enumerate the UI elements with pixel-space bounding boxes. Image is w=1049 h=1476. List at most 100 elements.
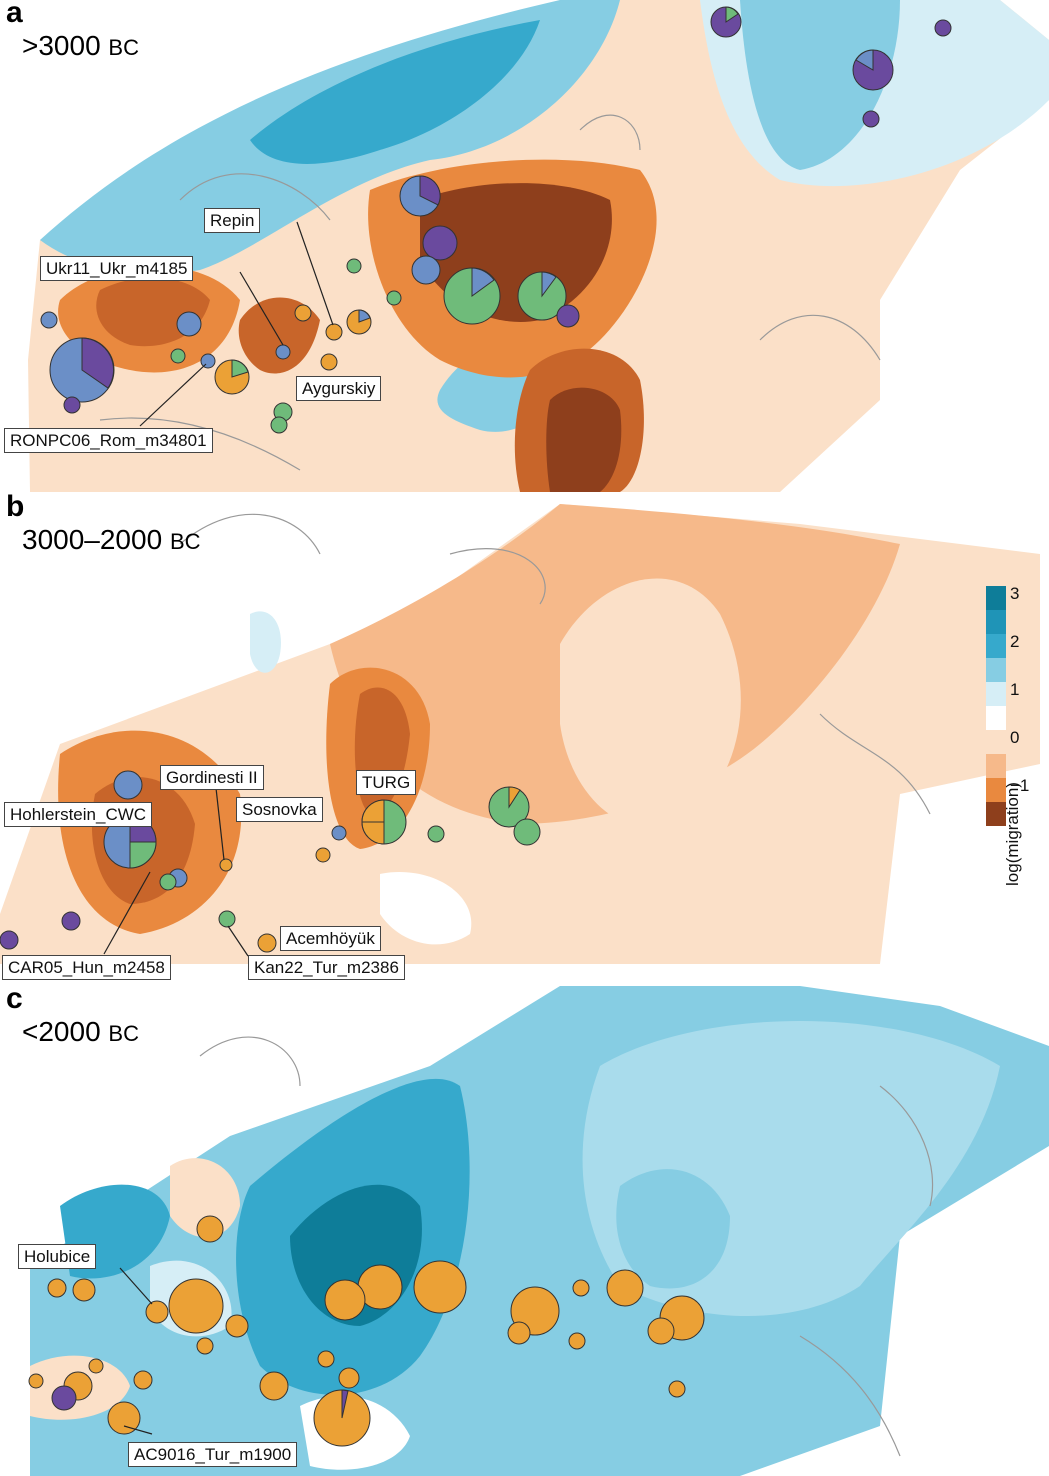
legend-tick: 2	[1010, 632, 1020, 651]
sample-pie-a-7	[214, 359, 250, 395]
sample-pie-c-20	[338, 1367, 360, 1389]
sample-pie-a-14	[320, 353, 338, 371]
site-label-ukr11: Ukr11_Ukr_m4185	[40, 256, 194, 281]
site-label-sosnovka: Sosnovka	[236, 797, 323, 822]
site-label-gordinesti: Gordinesti II	[160, 765, 264, 790]
sample-pie-a-23	[346, 258, 362, 274]
panel-letter: a	[6, 0, 23, 29]
site-label-repin: Repin	[204, 208, 261, 233]
site-label-ac9016: AC9016_Tur_m1900	[128, 1442, 298, 1467]
panel-letter: c	[6, 982, 23, 1015]
sample-pie-c-22	[133, 1370, 153, 1390]
sample-pie-a-6	[710, 6, 742, 38]
site-label-ronpc06: RONPC06_Rom_m34801	[4, 428, 213, 453]
sample-pie-b-7	[159, 873, 177, 891]
legend-colorbar	[986, 586, 1006, 826]
sample-pie-b-13	[219, 858, 233, 872]
sample-pie-a-3	[443, 267, 501, 325]
sample-pie-c-8	[324, 1279, 366, 1321]
site-label-holubice: Holubice	[18, 1244, 97, 1269]
color-legend: 3 2 1 0 −1 log(migration)	[986, 584, 1046, 966]
period-unit: BC	[169, 529, 201, 554]
site-label-acemhoyuk: Acemhöyük	[280, 926, 381, 951]
sample-pie-b-15	[257, 933, 277, 953]
sample-pie-b-11	[315, 847, 331, 863]
period-label: >3000 BC	[22, 30, 139, 62]
sample-pie-a-17	[63, 396, 81, 414]
sample-pie-b-8	[61, 911, 81, 931]
sample-pie-c-23	[196, 1337, 214, 1355]
sample-pie-a-2	[399, 175, 441, 217]
sample-pie-b-12	[427, 825, 445, 843]
sample-pie-b-4	[113, 770, 143, 800]
site-label-aygurskiy: Aygurskiy	[296, 376, 382, 401]
panel-c: c <2000 BC Holubice AC9016_Tur_m1900	[0, 982, 1049, 1476]
sample-pie-a-20	[200, 353, 216, 369]
sample-pie-b-3	[488, 786, 530, 828]
sample-pie-c-12	[51, 1385, 77, 1411]
sample-pie-a-1	[49, 337, 115, 403]
sample-pie-c-10	[107, 1401, 141, 1435]
sample-pie-c-13	[259, 1371, 289, 1401]
sample-pie-b-10	[331, 825, 347, 841]
migration-surface-a	[28, 0, 1049, 492]
sample-pie-c-26	[668, 1380, 686, 1398]
site-label-turg: TURG	[356, 770, 417, 795]
sample-pie-a-26	[862, 110, 880, 128]
sample-pie-a-16	[270, 416, 288, 434]
period-unit: BC	[108, 35, 139, 60]
sample-pie-a-4	[517, 271, 567, 321]
site-label-hohlerstein: Hohlerstein_CWC	[4, 802, 153, 827]
sample-pie-c-28	[88, 1358, 104, 1374]
period-value: <2000	[22, 1016, 101, 1047]
sample-pie-a-10	[411, 255, 441, 285]
migration-surface-c	[28, 986, 1049, 1476]
legend-tick: 3	[1010, 584, 1020, 603]
period-value: 3000–2000	[22, 524, 163, 555]
sample-pie-a-22	[386, 290, 402, 306]
sample-pie-a-11	[176, 311, 202, 337]
legend-tick: 1	[1010, 680, 1020, 699]
sample-pie-a-21	[294, 304, 312, 322]
sample-pie-a-8	[346, 309, 372, 335]
panel-a: a >3000 BC Repin Ukr11_Ukr_m4185 Aygursk…	[0, 0, 1049, 492]
sample-pie-a-25	[934, 19, 952, 37]
sample-pie-c-24	[568, 1332, 586, 1350]
sample-pie-c-21	[47, 1278, 67, 1298]
legend-tick: 0	[1010, 728, 1020, 747]
sample-pie-c-14	[196, 1215, 224, 1243]
site-label-kan22: Kan22_Tur_m2386	[248, 955, 405, 980]
sample-pie-c-15	[647, 1317, 675, 1345]
sample-pie-c-16	[225, 1314, 249, 1338]
site-label-car05: CAR05_Hun_m2458	[2, 955, 171, 980]
sample-pie-b-2	[361, 799, 407, 845]
sample-pie-b-14	[218, 910, 236, 928]
legend-title: log(migration)	[1003, 782, 1022, 886]
sample-pie-c-4	[413, 1260, 467, 1314]
sample-pie-a-12	[275, 344, 291, 360]
sample-pie-c-27	[317, 1350, 335, 1368]
sample-pie-a-13	[325, 323, 343, 341]
sample-pie-b-5	[513, 818, 541, 846]
period-value: >3000	[22, 30, 101, 61]
period-label: <2000 BC	[22, 1016, 139, 1048]
sample-pie-a-19	[170, 348, 186, 364]
period-label: 3000–2000 BC	[22, 524, 201, 556]
sample-pie-b-9	[0, 930, 19, 950]
sample-pie-c-29	[28, 1373, 44, 1389]
sample-pie-a-18	[40, 311, 58, 329]
sample-pie-c-19	[72, 1278, 96, 1302]
migration-surface-b	[0, 504, 1040, 964]
panel-b: b 3000–2000 BC Gordinesti II TURG Hohler…	[0, 490, 1049, 986]
sample-pie-c-1	[313, 1389, 371, 1447]
period-unit: BC	[108, 1021, 139, 1046]
sample-pie-c-9	[606, 1269, 644, 1307]
legend-tick: −1	[1010, 776, 1030, 795]
sample-pie-a-9	[422, 225, 458, 261]
sample-pie-c-17	[507, 1321, 531, 1345]
panel-letter: b	[6, 490, 25, 523]
sample-pie-c-25	[572, 1279, 590, 1297]
sample-pie-c-18	[145, 1300, 169, 1324]
sample-pie-c-3	[168, 1278, 224, 1334]
sample-pie-a-5	[852, 49, 894, 91]
